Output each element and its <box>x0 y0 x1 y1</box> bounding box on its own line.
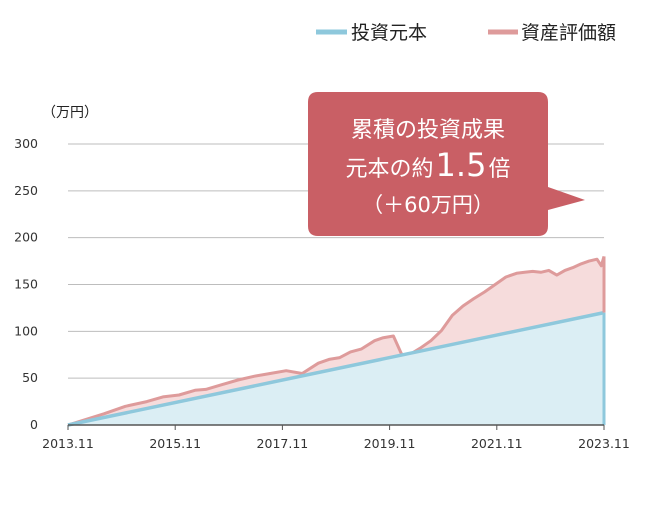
y-tick-label-50: 50 <box>22 370 38 385</box>
x-tick-label-2023.11: 2023.11 <box>578 436 630 451</box>
y-tick-label-100: 100 <box>14 323 38 338</box>
axes <box>67 424 605 430</box>
series-areas <box>67 255 606 427</box>
legend: 投資元本 資産評価額 <box>316 22 616 44</box>
y-tick-label-0: 0 <box>30 417 38 432</box>
callout-line-2: 元本の約1.5倍 <box>346 146 511 184</box>
callout: 累積の投資成果 元本の約1.5倍 （＋60万円） <box>308 92 585 236</box>
callout-line-2-prefix: 元本の約 <box>346 157 434 182</box>
y-tick-label-200: 200 <box>14 230 38 245</box>
callout-line-2-suffix: 倍 <box>488 157 510 182</box>
y-tick-labels: 0 50 100 150 200 250 300 <box>14 136 38 432</box>
x-tick-label-2013.11: 2013.11 <box>42 436 94 451</box>
callout-multiplier: 1.5 <box>436 146 487 184</box>
callout-line-3: （＋60万円） <box>362 193 494 217</box>
x-tick-label-2015.11: 2015.11 <box>149 436 201 451</box>
x-tick-label-2019.11: 2019.11 <box>364 436 416 451</box>
callout-box <box>308 92 585 236</box>
legend-label-principal: 投資元本 <box>351 22 427 44</box>
callout-line-1: 累積の投資成果 <box>351 118 505 143</box>
y-tick-label-300: 300 <box>14 136 38 151</box>
y-unit-label: （万円） <box>42 105 98 121</box>
series-line-0 <box>67 310 605 427</box>
x-tick-label-2021.11: 2021.11 <box>471 436 523 451</box>
x-tick-labels: 2013.11 2015.11 2017.11 2019.11 2021.11 2023.… <box>42 436 630 451</box>
x-tick-label-2017.11: 2017.11 <box>257 436 309 451</box>
legend-label-valuation: 資産評価額 <box>521 22 616 44</box>
y-tick-label-250: 250 <box>14 183 38 198</box>
y-tick-label-150: 150 <box>14 277 38 292</box>
